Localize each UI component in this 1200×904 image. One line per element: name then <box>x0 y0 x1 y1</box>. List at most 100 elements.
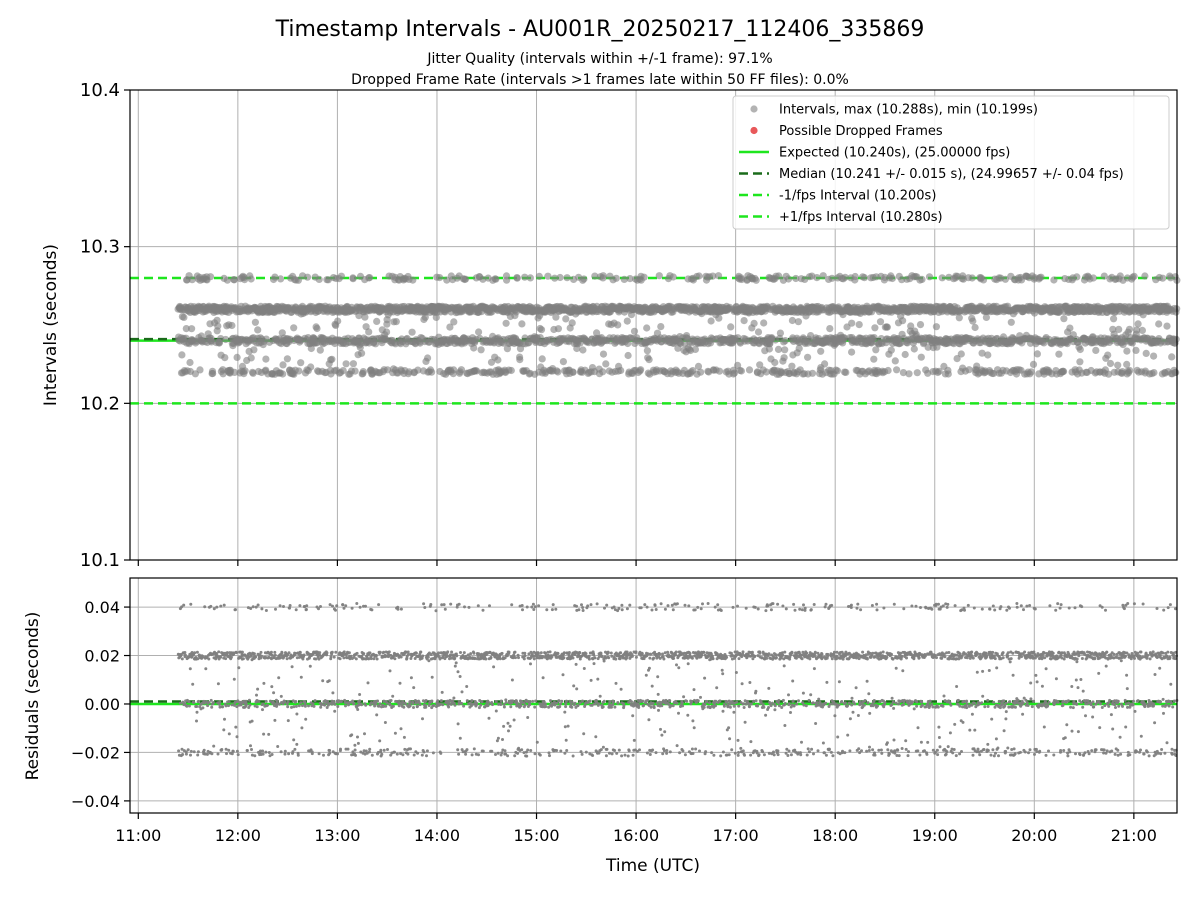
data-point <box>558 705 561 708</box>
data-point <box>458 603 461 606</box>
data-point <box>429 603 432 606</box>
data-point <box>562 315 569 322</box>
data-point <box>279 370 286 377</box>
data-point <box>416 752 419 755</box>
data-point <box>210 752 213 755</box>
data-point <box>478 346 485 353</box>
data-point <box>267 733 270 736</box>
data-point <box>817 348 824 355</box>
data-point <box>375 654 378 657</box>
data-point <box>431 676 434 679</box>
data-point <box>1076 358 1083 365</box>
data-point <box>544 273 551 280</box>
data-point <box>657 323 664 330</box>
data-point <box>1115 326 1122 333</box>
data-point <box>625 352 632 359</box>
data-point <box>477 604 480 607</box>
data-point <box>540 651 543 654</box>
data-point <box>1123 361 1130 368</box>
data-point <box>232 750 235 753</box>
data-point <box>494 356 501 363</box>
data-point <box>384 721 387 724</box>
data-point <box>455 661 458 664</box>
data-point <box>231 276 238 283</box>
data-point <box>542 676 545 679</box>
data-point <box>490 656 493 659</box>
data-point <box>197 700 200 703</box>
data-point <box>533 706 536 709</box>
data-point <box>248 275 255 282</box>
data-point <box>295 743 298 746</box>
data-point <box>572 755 575 758</box>
data-point <box>539 754 542 757</box>
data-point <box>262 733 265 736</box>
data-point <box>289 604 292 607</box>
data-point <box>303 654 306 657</box>
data-point <box>376 658 379 661</box>
data-point <box>354 754 357 757</box>
data-point <box>888 347 895 354</box>
data-point <box>427 656 430 659</box>
data-point <box>341 603 344 606</box>
data-point <box>708 317 715 324</box>
data-point <box>297 754 300 757</box>
data-point <box>276 745 279 748</box>
data-point <box>392 705 395 708</box>
data-point <box>826 325 833 332</box>
data-point <box>357 742 360 745</box>
data-point <box>1123 348 1130 355</box>
data-point <box>215 606 218 609</box>
data-point <box>760 319 767 326</box>
data-point <box>637 366 644 373</box>
data-point <box>347 748 350 751</box>
data-point <box>475 328 482 335</box>
data-point <box>407 653 410 656</box>
data-point <box>579 346 586 353</box>
data-point <box>209 370 216 377</box>
data-point <box>532 608 535 611</box>
data-point <box>340 700 343 703</box>
data-point <box>697 369 704 376</box>
data-point <box>775 346 782 353</box>
data-point <box>254 326 261 333</box>
data-point <box>274 608 277 611</box>
data-point <box>1008 319 1015 326</box>
data-point <box>192 701 195 704</box>
data-point <box>397 608 400 611</box>
data-point <box>889 275 896 282</box>
data-point <box>877 318 884 325</box>
data-point <box>499 657 502 660</box>
data-point <box>299 701 302 704</box>
data-point <box>885 367 892 374</box>
data-point <box>189 667 192 670</box>
data-point <box>178 351 185 358</box>
data-point <box>361 314 368 321</box>
data-point <box>899 317 906 324</box>
data-point <box>453 657 456 660</box>
data-point <box>249 607 252 610</box>
data-point <box>362 652 365 655</box>
data-point <box>326 651 329 654</box>
data-point <box>396 753 399 756</box>
data-point <box>555 325 562 332</box>
data-point <box>422 602 425 605</box>
data-point <box>599 368 606 375</box>
data-point <box>261 750 264 753</box>
data-point <box>234 608 237 611</box>
data-point <box>365 328 372 335</box>
data-point <box>356 736 359 739</box>
data-point <box>257 604 260 607</box>
data-point <box>466 699 469 702</box>
data-point <box>305 608 308 611</box>
data-point <box>253 754 256 757</box>
data-point <box>230 703 233 706</box>
data-point <box>223 718 226 721</box>
data-point <box>370 657 373 660</box>
data-point <box>524 654 527 657</box>
data-point <box>471 753 474 756</box>
data-point <box>260 655 263 658</box>
data-point <box>203 605 206 608</box>
data-point <box>464 753 467 756</box>
data-point <box>421 655 424 658</box>
data-point <box>300 726 303 729</box>
